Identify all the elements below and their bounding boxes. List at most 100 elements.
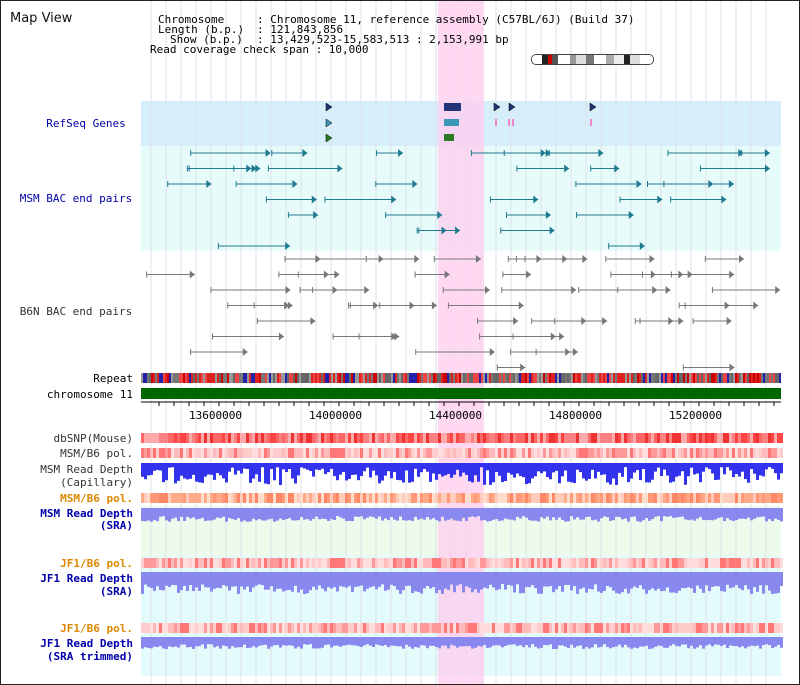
jf1-depth-sra-bar bbox=[348, 572, 351, 587]
repeat-segment bbox=[229, 373, 231, 383]
repeat-segment bbox=[741, 373, 743, 383]
track-label-msm-depth-cap-1[interactable]: MSM Read Depth bbox=[40, 463, 133, 476]
track-label-msm-bac[interactable]: MSM BAC end pairs bbox=[19, 192, 133, 205]
repeat-segment bbox=[529, 373, 531, 383]
msm-depth-cap-bar bbox=[639, 463, 642, 481]
jf1-b6-pol-cell bbox=[537, 558, 540, 568]
jf1-depth-sra-bar bbox=[663, 572, 666, 591]
gene-exon bbox=[508, 119, 510, 126]
track-label-msm-depth-sra-1[interactable]: MSM Read Depth bbox=[40, 507, 133, 520]
msm-bac-pair-arrow bbox=[564, 164, 570, 173]
repeat-segment bbox=[289, 373, 291, 383]
dbsnp-cell bbox=[318, 433, 321, 443]
jf1-b6-pol-cell bbox=[564, 558, 567, 568]
msm-b6-pol-cell bbox=[309, 448, 312, 458]
jf1-b6-pol-cell bbox=[216, 558, 219, 568]
msm-b6-pol-sra-cell bbox=[513, 493, 516, 503]
repeat-segment bbox=[707, 373, 709, 383]
dbsnp-cell bbox=[237, 433, 240, 443]
jf1-b6-pol-cell bbox=[297, 558, 300, 568]
jf1-b6-pol-trim-cell bbox=[177, 623, 180, 633]
jf1-depth-trim-bar bbox=[450, 637, 453, 645]
msm-depth-sra-bar bbox=[456, 508, 459, 521]
dbsnp-cell bbox=[381, 433, 384, 443]
dbsnp-cell bbox=[741, 433, 744, 443]
jf1-b6-pol-trim-cell bbox=[252, 623, 255, 633]
msm-depth-cap-bar bbox=[663, 463, 666, 470]
jf1-depth-trim-bar bbox=[315, 637, 318, 649]
jf1-depth-sra-bar bbox=[417, 572, 420, 592]
jf1-b6-pol-trim-cell bbox=[399, 623, 402, 633]
repeat-segment bbox=[343, 373, 345, 383]
track-label-jf1-b6-pol-2[interactable]: JF1/B6 pol. bbox=[60, 622, 133, 635]
jf1-b6-pol-cell bbox=[276, 558, 279, 568]
repeat-segment bbox=[553, 373, 555, 383]
jf1-b6-pol-trim-cell bbox=[171, 623, 174, 633]
jf1-depth-sra-bar bbox=[360, 572, 363, 586]
selection-highlight[interactable] bbox=[438, 1, 484, 684]
jf1-depth-trim-bar bbox=[177, 637, 180, 648]
repeat-segment bbox=[155, 373, 157, 383]
msm-b6-pol-cell bbox=[408, 448, 411, 458]
jf1-b6-pol-cell bbox=[264, 558, 267, 568]
msm-depth-sra-bar bbox=[318, 508, 321, 520]
jf1-b6-pol-cell bbox=[249, 558, 252, 568]
track-label-jf1-depth-sra-1[interactable]: JF1 Read Depth bbox=[40, 572, 133, 585]
msm-bac-pair-arrow bbox=[285, 242, 291, 250]
jf1-b6-pol-trim-cell bbox=[633, 623, 636, 633]
dbsnp-cell bbox=[246, 433, 249, 443]
jf1-depth-trim-bar bbox=[531, 637, 534, 645]
jf1-b6-pol-cell bbox=[573, 558, 576, 568]
dbsnp-cell bbox=[339, 433, 342, 443]
track-label-repeat[interactable]: Repeat bbox=[93, 372, 133, 385]
msm-depth-cap-bar bbox=[693, 463, 696, 475]
track-label-refseq[interactable]: RefSeq Genes bbox=[46, 117, 126, 130]
msm-b6-pol-cell bbox=[468, 448, 471, 458]
msm-depth-cap-bar bbox=[264, 463, 267, 484]
msm-depth-cap-bar bbox=[660, 463, 663, 476]
dbsnp-cell bbox=[681, 433, 684, 443]
msm-b6-pol-sra-cell bbox=[165, 493, 168, 503]
repeat-segment bbox=[373, 373, 375, 383]
repeat-segment bbox=[209, 373, 211, 383]
jf1-depth-trim-bar bbox=[291, 637, 294, 646]
jf1-depth-trim-bar bbox=[684, 637, 687, 645]
msm-depth-cap-bar bbox=[543, 463, 546, 472]
track-label-b6n-bac[interactable]: B6N BAC end pairs bbox=[19, 305, 133, 318]
repeat-segment bbox=[287, 373, 289, 383]
msm-b6-pol-sra-cell bbox=[732, 493, 735, 503]
track-label-chromosome[interactable]: chromosome 11 bbox=[46, 388, 133, 401]
repeat-segment bbox=[485, 373, 487, 383]
jf1-depth-trim-bar bbox=[321, 637, 324, 648]
dbsnp-cell bbox=[492, 433, 495, 443]
track-label-msm-b6-pol-1[interactable]: MSM/B6 pol. bbox=[60, 447, 133, 460]
jf1-b6-pol-trim-cell bbox=[231, 623, 234, 633]
jf1-b6-pol-trim-cell bbox=[720, 623, 723, 633]
jf1-depth-trim-bar bbox=[696, 637, 699, 648]
dbsnp-cell bbox=[423, 433, 426, 443]
dbsnp-cell bbox=[693, 433, 696, 443]
jf1-b6-pol-cell bbox=[777, 558, 780, 568]
jf1-b6-pol-trim-cell bbox=[759, 623, 762, 633]
jf1-b6-pol-cell bbox=[450, 558, 453, 568]
track-label-jf1-b6-pol-1[interactable]: JF1/B6 pol. bbox=[60, 557, 133, 570]
msm-depth-sra-bar bbox=[174, 508, 177, 518]
msm-b6-pol-cell bbox=[186, 448, 189, 458]
msm-b6-pol-cell bbox=[351, 448, 354, 458]
msm-depth-cap-bar bbox=[363, 463, 366, 472]
dbsnp-cell bbox=[657, 433, 660, 443]
track-label-dbsnp[interactable]: dbSNP(Mouse) bbox=[53, 432, 133, 445]
msm-b6-pol-cell bbox=[270, 448, 273, 458]
msm-b6-pol-sra-cell bbox=[477, 493, 480, 503]
jf1-depth-sra-bar bbox=[174, 572, 177, 586]
jf1-b6-pol-cell bbox=[495, 558, 498, 568]
msm-depth-sra-bar bbox=[507, 508, 510, 520]
msm-b6-pol-cell bbox=[657, 448, 660, 458]
msm-depth-sra-bar bbox=[474, 508, 477, 518]
track-label-jf1-depth-trim-1[interactable]: JF1 Read Depth bbox=[40, 637, 133, 650]
chromosome-ideogram[interactable] bbox=[531, 54, 654, 65]
msm-depth-sra-bar bbox=[447, 508, 450, 520]
jf1-depth-trim-bar bbox=[735, 637, 738, 647]
track-label-msm-b6-pol-2[interactable]: MSM/B6 pol. bbox=[60, 492, 133, 505]
dbsnp-cell bbox=[363, 433, 366, 443]
